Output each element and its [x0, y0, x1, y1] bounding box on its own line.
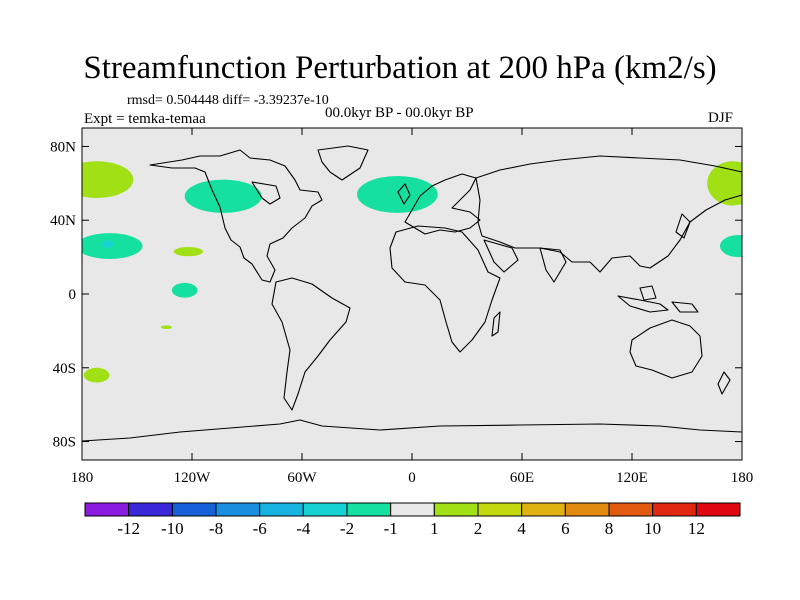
colorbar-swatch	[695, 502, 741, 517]
coast-borneo	[639, 285, 657, 301]
coast-greenland	[317, 145, 369, 181]
colorbar-label: 12	[688, 519, 705, 538]
lon-tick-label: 120W	[174, 470, 212, 486]
anomaly-region	[102, 240, 114, 248]
colorbar-swatch	[521, 502, 566, 517]
coast-uk	[397, 183, 411, 205]
colorbar-swatch	[215, 502, 261, 517]
coast-asia	[475, 155, 743, 273]
anomaly-layer	[82, 161, 742, 383]
colorbar-swatch	[84, 502, 130, 517]
lon-tick-label: 0	[408, 470, 416, 486]
colorbar-swatch	[346, 502, 392, 517]
coastlines	[81, 145, 743, 442]
coast-india	[539, 247, 567, 283]
colorbar-label: -8	[209, 519, 223, 538]
anomaly-region	[160, 325, 172, 330]
lat-tick-label: 80S	[53, 435, 76, 451]
coast-antarctica	[81, 419, 743, 442]
lon-tick-label: 180	[731, 470, 754, 486]
colorbar-swatch	[608, 502, 654, 517]
axis-ticks: 80N 40N 0 40S 80S 180 120W 60W 0 60E 120E 180	[50, 128, 753, 486]
lon-tick-label: 60W	[287, 470, 317, 486]
colorbar-swatch	[128, 502, 173, 517]
colorbar-swatch	[652, 502, 697, 517]
lat-tick-label: 40S	[53, 361, 76, 377]
colorbar-swatch	[564, 502, 610, 517]
lon-tick-label: 60E	[510, 470, 534, 486]
lat-tick-label: 80N	[50, 139, 76, 155]
colorbar-label: -4	[296, 519, 311, 538]
lon-tick-label: 120E	[616, 470, 648, 486]
coast-africa	[389, 225, 501, 353]
colorbar-swatch	[259, 502, 304, 517]
colorbar-label: 4	[517, 519, 526, 538]
colorbar-label: 1	[430, 519, 439, 538]
map-title: Streamfunction Perturbation at 200 hPa (…	[83, 50, 717, 86]
coast-madagascar	[491, 311, 501, 337]
coast-hudson-bay	[251, 181, 281, 205]
coast-new-guinea	[671, 301, 699, 313]
lon-tick-label: 180	[71, 470, 94, 486]
anomaly-region	[82, 161, 134, 199]
colorbar-swatch	[477, 502, 523, 517]
season-label: DJF	[708, 110, 734, 126]
colorbar-label: 6	[561, 519, 570, 538]
coast-arabia	[483, 239, 519, 273]
coast-new-zealand	[717, 371, 731, 395]
colorbar-label: -10	[161, 519, 184, 538]
colorbar-label: 2	[474, 519, 483, 538]
colorbar-label: 10	[644, 519, 661, 538]
anomaly-region	[173, 246, 203, 257]
colorbar-label: -6	[253, 519, 267, 538]
colorbar-label: 8	[605, 519, 614, 538]
anomaly-region	[171, 282, 198, 298]
anomaly-region	[83, 367, 110, 383]
colorbar-swatch	[433, 502, 479, 517]
coast-indonesia	[617, 295, 669, 313]
anomaly-region	[720, 234, 742, 258]
colorbar-label: -2	[340, 519, 354, 538]
lat-tick-label: 40N	[50, 213, 76, 229]
coast-japan	[675, 213, 691, 239]
anomaly-region	[357, 175, 438, 213]
period-label: 00.0kyr BP - 00.0kyr BP	[325, 105, 474, 121]
colorbar-swatch	[302, 502, 348, 517]
anomaly-region	[707, 161, 742, 206]
coast-south-america	[271, 277, 351, 411]
colorbar-swatch	[390, 502, 435, 517]
anomaly-region	[184, 179, 262, 213]
lat-tick-label: 0	[69, 287, 77, 303]
colorbar-swatch	[171, 502, 217, 517]
coast-europe	[404, 173, 481, 235]
colorbar: -12 -10 -8 -6 -4 -2 -1 1 2 4 6 8 10 12	[84, 502, 741, 538]
coast-north-america	[149, 149, 323, 283]
stats-text: rmsd= 0.504448 diff= -3.39237e-10	[127, 93, 329, 108]
colorbar-label: -1	[384, 519, 398, 538]
experiment-label: Expt = temka-temaa	[84, 111, 206, 127]
colorbar-label: -12	[117, 519, 140, 538]
coast-australia	[629, 319, 703, 379]
